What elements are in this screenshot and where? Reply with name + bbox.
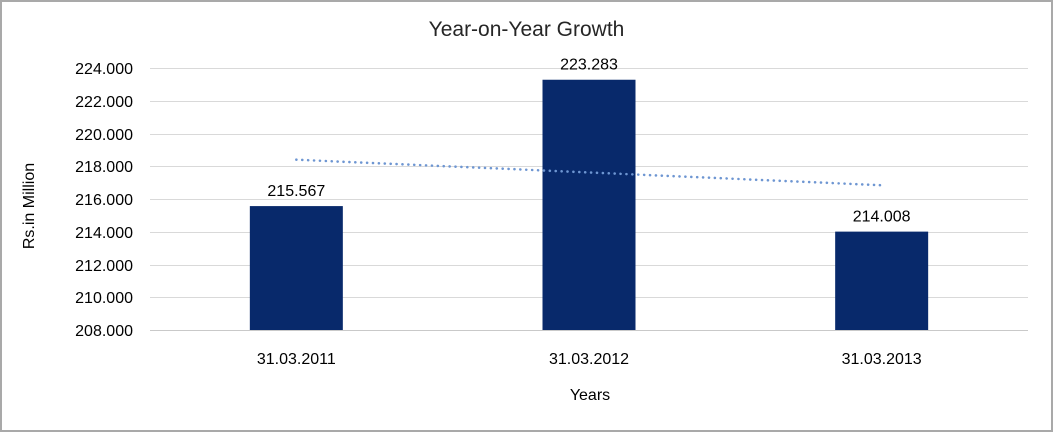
bar — [249, 206, 343, 330]
y-tick-label: 222.000 — [75, 94, 133, 111]
x-tick-label: 31.03.2011 — [257, 351, 336, 368]
chart-title: Year-on-Year Growth — [428, 18, 625, 41]
y-tick-label: 208.000 — [75, 323, 133, 340]
data-label: 215.567 — [267, 183, 325, 200]
data-label: 223.283 — [560, 57, 618, 74]
x-axis-title: Years — [569, 387, 611, 404]
y-tick-label: 210.000 — [75, 290, 133, 307]
x-tick-label: 31.03.2012 — [549, 351, 629, 368]
y-tick-label: 216.000 — [75, 192, 133, 209]
y-tick-label: 212.000 — [75, 258, 133, 275]
y-tick-label: 214.000 — [75, 225, 133, 242]
data-label: 214.008 — [853, 209, 911, 226]
y-tick-label: 220.000 — [75, 127, 133, 144]
bar — [542, 79, 636, 330]
y-tick-label: 224.000 — [75, 61, 133, 78]
x-tick-label: 31.03.2013 — [842, 351, 922, 368]
y-tick-label: 218.000 — [75, 159, 133, 176]
bar — [835, 231, 929, 330]
